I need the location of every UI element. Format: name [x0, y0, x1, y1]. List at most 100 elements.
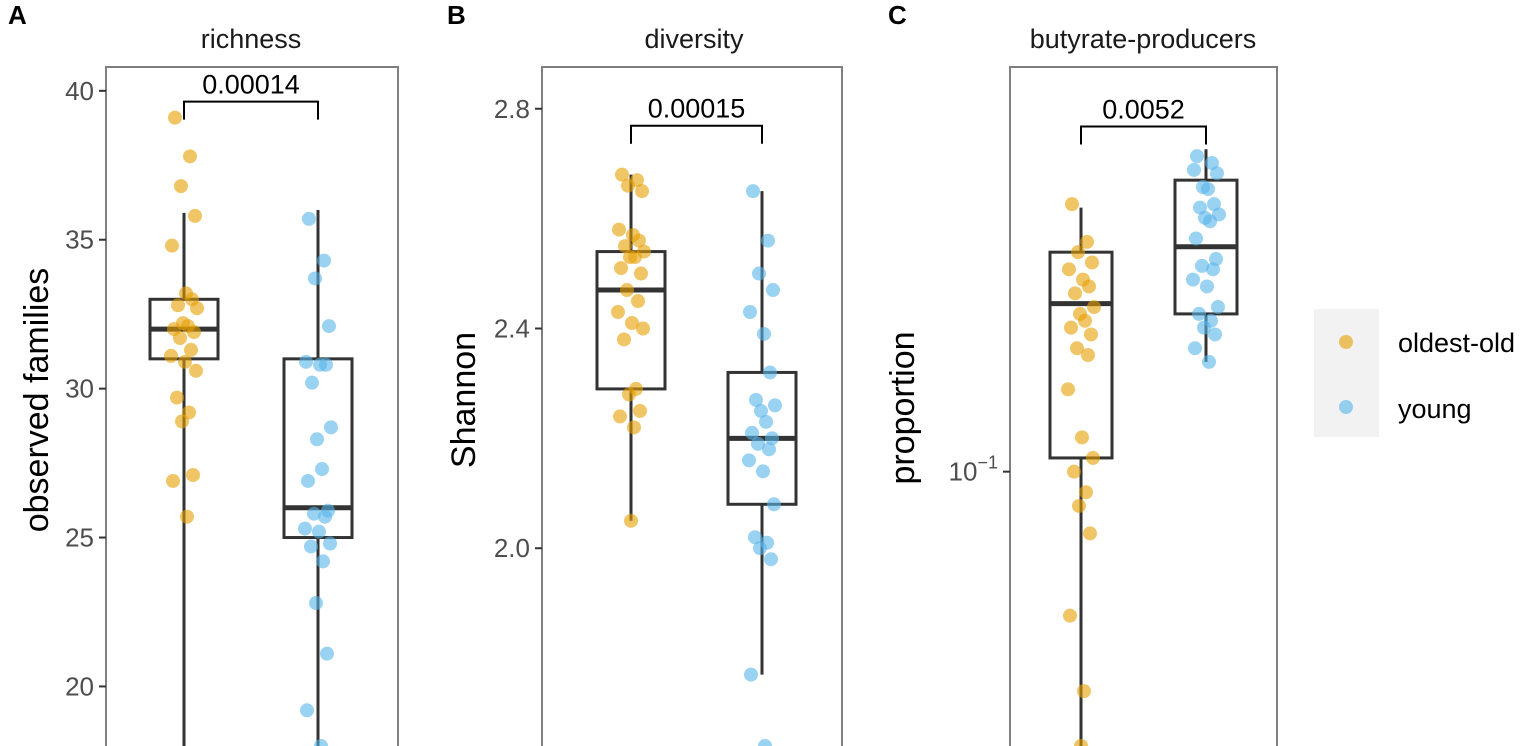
data-point-oldest-old — [189, 363, 203, 378]
data-point-oldest-old — [1087, 300, 1101, 315]
data-point-young — [1192, 306, 1206, 321]
data-point-oldest-old — [168, 110, 182, 125]
p-value-label: 0.0052 — [1102, 94, 1185, 124]
data-point-young — [753, 541, 767, 556]
data-point-young — [765, 431, 779, 446]
panel-c-plot: 10−1 0.0052 — [949, 66, 1278, 746]
data-point-young — [323, 536, 337, 551]
comparison-bracket — [630, 124, 763, 144]
data-point-young — [320, 646, 334, 661]
data-point-young — [754, 403, 768, 418]
data-point-oldest-old — [611, 305, 625, 320]
data-point-oldest-old — [170, 390, 184, 405]
data-point-oldest-old — [1067, 464, 1081, 479]
data-point-oldest-old — [1083, 526, 1097, 541]
y-tick-label: 2.4 — [494, 313, 530, 343]
data-point-oldest-old — [186, 467, 200, 482]
y-tick-label: 35 — [65, 225, 94, 255]
data-point-oldest-old — [617, 332, 631, 347]
data-point-young — [1201, 182, 1215, 197]
data-point-young — [304, 539, 318, 554]
data-point-young — [1206, 262, 1220, 277]
data-point-oldest-old — [178, 354, 192, 369]
data-point-oldest-old — [615, 167, 629, 182]
data-point-young — [1200, 279, 1214, 294]
legend: oldest-old young — [1314, 309, 1515, 437]
data-point-young — [298, 521, 312, 536]
panel-label-a: A — [8, 0, 27, 30]
panel-b-plot: 2.0 2.4 2.8 0.00015 — [494, 66, 843, 746]
data-point-oldest-old — [1084, 327, 1098, 342]
data-point-young — [758, 739, 772, 746]
legend-key-background — [1314, 309, 1379, 437]
data-point-young — [756, 464, 770, 479]
data-point-young — [768, 398, 782, 413]
data-point-oldest-old — [165, 238, 179, 253]
data-point-oldest-old — [622, 387, 636, 402]
data-point-young — [763, 365, 777, 380]
panel-b-title: diversity — [644, 24, 744, 54]
data-point-young — [1188, 341, 1202, 356]
data-point-young — [1195, 258, 1209, 273]
data-point-young — [312, 524, 326, 539]
data-point-oldest-old — [618, 239, 632, 254]
data-point-young — [299, 354, 313, 369]
data-point-oldest-old — [174, 179, 188, 194]
data-point-oldest-old — [628, 250, 642, 265]
data-point-oldest-old — [1070, 341, 1084, 356]
panel-border — [105, 66, 399, 746]
y-tick-label: 2.0 — [494, 533, 530, 563]
data-point-young — [316, 554, 330, 569]
data-point-oldest-old — [621, 178, 635, 193]
y-tick-label: 40 — [65, 76, 94, 106]
data-point-oldest-old — [635, 184, 649, 199]
data-point-young — [757, 326, 771, 341]
panel-c-ylabel: proportion — [884, 331, 922, 484]
legend-key-oldest-old — [1339, 335, 1353, 349]
data-point-young — [744, 667, 758, 682]
panel-c-title: butyrate-producers — [1030, 24, 1257, 54]
data-point-oldest-old — [1086, 450, 1100, 465]
data-point-young — [308, 271, 322, 286]
data-point-oldest-old — [1065, 197, 1079, 212]
data-point-oldest-old — [624, 513, 638, 528]
data-point-oldest-old — [184, 342, 198, 357]
data-point-young — [749, 392, 763, 407]
data-point-young — [752, 266, 766, 281]
data-point-oldest-old — [1074, 739, 1088, 746]
data-point-young — [759, 414, 773, 429]
data-point-young — [767, 497, 781, 512]
data-point-young — [317, 253, 331, 268]
data-point-young — [1202, 354, 1216, 369]
data-point-young — [762, 442, 776, 457]
data-point-oldest-old — [633, 403, 647, 418]
p-value-label: 0.00014 — [202, 70, 300, 100]
data-point-young — [307, 506, 321, 521]
panel-b-ylabel: Shannon — [445, 332, 483, 468]
data-point-oldest-old — [1077, 684, 1091, 699]
data-point-oldest-old — [171, 298, 185, 313]
data-point-oldest-old — [614, 261, 628, 276]
panel-label-b: B — [447, 0, 466, 30]
data-point-oldest-old — [1085, 255, 1099, 270]
comparison-bracket — [183, 100, 319, 120]
panel-label-c: C — [888, 0, 907, 30]
panel-border — [1009, 66, 1278, 746]
data-point-young — [1190, 149, 1204, 164]
data-point-young — [746, 184, 760, 199]
data-point-young — [745, 425, 759, 440]
panel-a-plot: 20 25 30 35 40 0.00014 — [65, 66, 399, 746]
data-point-oldest-old — [1075, 430, 1089, 445]
y-tick-label: 2.8 — [494, 94, 530, 124]
data-point-oldest-old — [164, 348, 178, 363]
data-point-young — [1186, 272, 1200, 287]
data-point-young — [309, 596, 323, 611]
panel-a-ylabel: observed families — [18, 268, 56, 533]
panel-a-title: richness — [201, 24, 302, 54]
data-point-young — [314, 739, 328, 746]
data-point-young — [761, 233, 775, 248]
data-point-young — [764, 552, 778, 567]
data-point-oldest-old — [1061, 382, 1075, 397]
data-point-oldest-old — [1082, 279, 1096, 294]
